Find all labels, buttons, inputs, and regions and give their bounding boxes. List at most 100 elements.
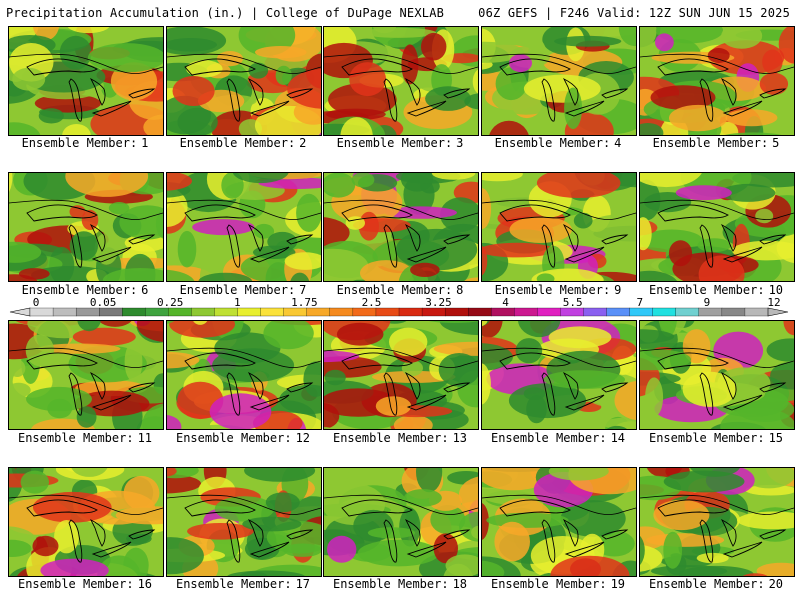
precip-blob [352, 218, 411, 233]
caption-prefix: Ensemble Member: [648, 577, 765, 591]
lake-outline [341, 204, 413, 222]
precip-blob [482, 188, 492, 229]
lake-outline [759, 382, 787, 393]
lake-outline [406, 541, 447, 558]
caption-member-number: 9 [614, 283, 622, 297]
precip-blob [324, 468, 350, 486]
precip-blob [482, 173, 523, 182]
colorbar-tick-label: 3.25 [425, 296, 452, 309]
precip-blob [38, 108, 64, 124]
caption-member-number: 16 [137, 577, 153, 591]
precip-blob [227, 570, 305, 576]
border-line [167, 347, 321, 368]
lake-outline [68, 224, 83, 268]
lake-outline [541, 224, 556, 268]
precip-blob [640, 173, 702, 188]
colorbar-segment [491, 307, 515, 317]
colorbar-segment [675, 307, 700, 317]
precip-blob [212, 348, 295, 383]
caption-member-number: 14 [610, 431, 626, 445]
precip-blob [721, 27, 763, 49]
colorbar-segment [652, 307, 677, 317]
precip-blob [124, 342, 143, 382]
precip-blob [472, 69, 478, 94]
colorbar-tick-label: 1 [233, 296, 241, 309]
lake-outline [91, 541, 132, 558]
lake-outline [564, 394, 605, 411]
panel-caption: Ensemble Member: 20 [637, 577, 795, 591]
lake-outline [499, 204, 571, 222]
precip-blob [214, 496, 275, 522]
colorbar-segment [214, 307, 239, 317]
lake-outline [541, 519, 556, 563]
precip-blob [193, 321, 208, 325]
lake-outline [383, 372, 398, 416]
map-panel-member-8 [323, 172, 479, 282]
precip-blob [697, 238, 731, 253]
lake-outline [406, 246, 447, 263]
colorbar-segment [306, 307, 331, 317]
colorbar-segment [283, 307, 308, 317]
precip-blob [253, 223, 275, 239]
precip-blob [59, 35, 92, 70]
precip-blob [216, 51, 244, 67]
precip-blob [770, 361, 794, 390]
lake-outline [443, 234, 471, 245]
precip-blob [221, 173, 244, 199]
caption-member-number: 15 [768, 431, 784, 445]
precip-blob [653, 499, 710, 531]
lake-outline [226, 78, 241, 122]
map-panel-member-5 [639, 26, 795, 136]
precip-blob [81, 209, 99, 230]
precip-blob [209, 393, 272, 429]
caption-member-number: 10 [768, 283, 784, 297]
lake-outline [286, 234, 314, 245]
caption-prefix: Ensemble Member: [490, 577, 607, 591]
precip-blob [495, 67, 527, 101]
precip-blob [115, 506, 163, 525]
lake-outline [722, 541, 763, 558]
precip-blob [548, 326, 612, 349]
lake-outline [341, 499, 413, 517]
precip-blob [759, 72, 789, 95]
precip-blob [675, 185, 732, 201]
lake-outline [383, 519, 398, 563]
lake-outline [404, 223, 421, 252]
caption-prefix: Ensemble Member: [175, 431, 292, 445]
panel-caption: Ensemble Member: 12 [164, 431, 322, 445]
colorbar-segment [191, 307, 215, 317]
border-line [324, 494, 478, 515]
precip-blob [198, 272, 253, 281]
map-panel-member-19 [481, 467, 637, 577]
precip-blob [9, 382, 31, 398]
lake-outline [247, 77, 264, 106]
lake-outline [657, 352, 729, 370]
precip-blob [431, 173, 476, 180]
precip-field [640, 321, 794, 429]
precip-blob [655, 33, 674, 52]
map-panel-member-3 [323, 26, 479, 136]
lake-outline [383, 78, 398, 122]
lake-outline [443, 529, 471, 540]
panel-caption: Ensemble Member: 5 [637, 136, 795, 150]
caption-member-number: 1 [141, 136, 149, 150]
colorbar-segment [629, 307, 654, 317]
precip-blob [9, 122, 41, 135]
precip-blob [707, 48, 730, 63]
lake-outline [759, 529, 787, 540]
border-line [167, 494, 321, 515]
precip-blob [640, 270, 678, 281]
precip-blob [410, 262, 440, 277]
precip-blob [755, 208, 774, 224]
precip-blob [290, 272, 310, 281]
precip-blob [384, 206, 457, 219]
precip-field [640, 468, 794, 576]
panel-caption: Ensemble Member: 2 [164, 136, 322, 150]
border-line [167, 199, 321, 220]
colorbar-segment [329, 307, 354, 317]
map-panel-member-14 [481, 320, 637, 430]
caption-prefix: Ensemble Member: [175, 577, 292, 591]
colorbar-segment [468, 307, 492, 317]
colorbar-segment [721, 307, 746, 317]
precip-blob [18, 268, 50, 280]
